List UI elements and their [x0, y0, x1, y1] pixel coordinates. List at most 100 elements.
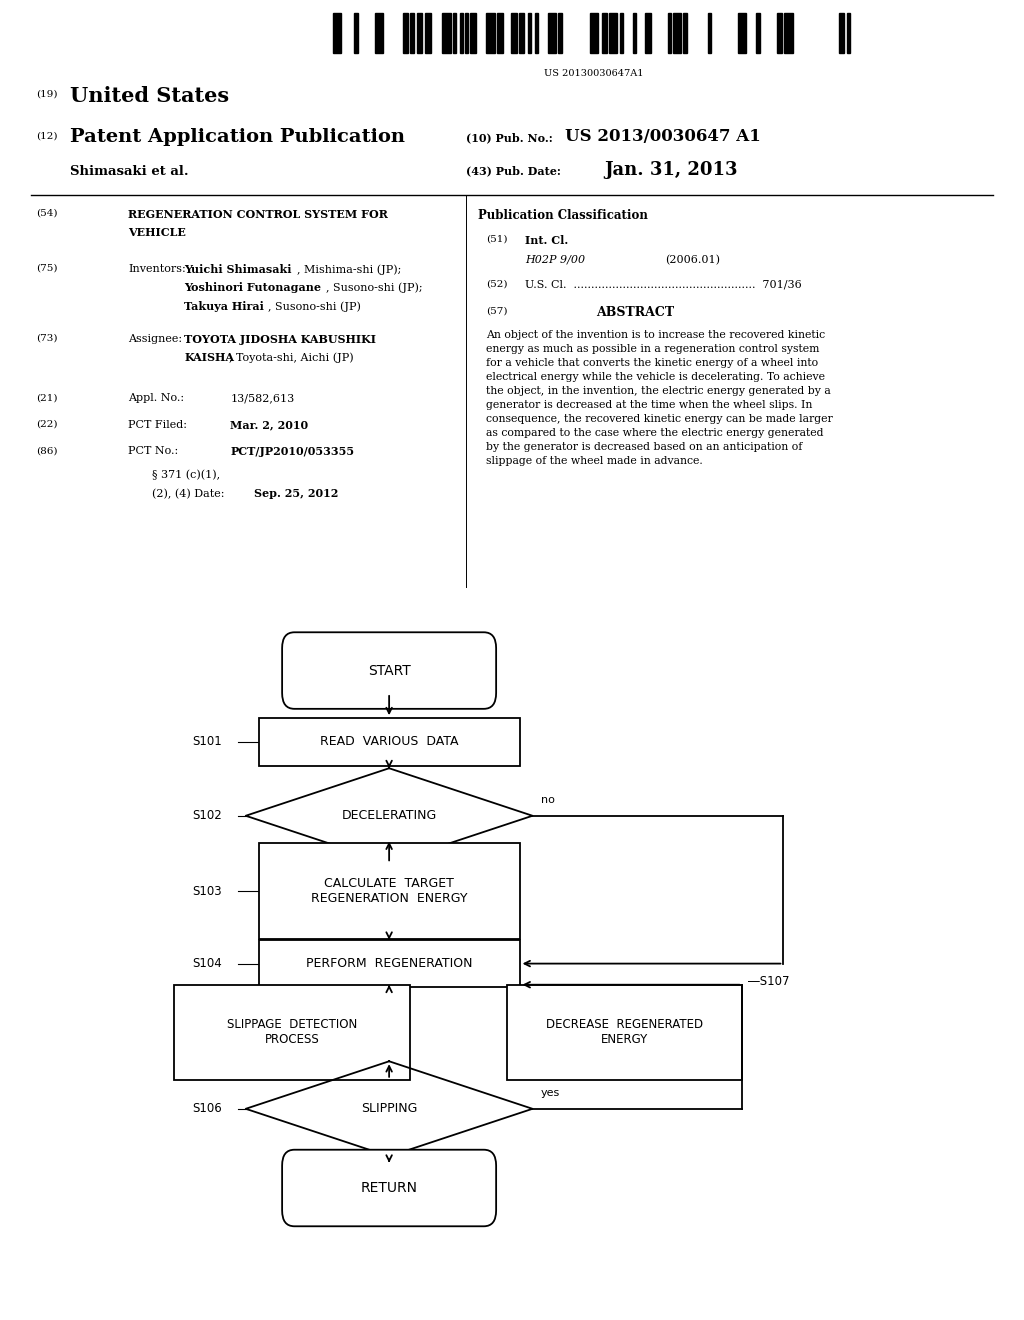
Bar [333, 13, 341, 53]
Text: Takuya Hirai: Takuya Hirai [184, 301, 264, 312]
Bar [519, 13, 524, 53]
Text: (21): (21) [36, 393, 57, 403]
Text: Yoshinori Futonagane: Yoshinori Futonagane [184, 282, 322, 293]
Text: no: no [370, 1164, 384, 1175]
Text: , Toyota-shi, Aichi (JP): , Toyota-shi, Aichi (JP) [229, 352, 354, 363]
Text: SLIPPAGE  DETECTION
PROCESS: SLIPPAGE DETECTION PROCESS [226, 1018, 357, 1047]
Bar [847, 13, 850, 53]
Text: (22): (22) [36, 420, 57, 429]
Bar [425, 13, 431, 53]
Bar [633, 13, 636, 53]
Bar [535, 13, 538, 53]
Bar [375, 13, 383, 53]
Text: (75): (75) [36, 264, 57, 273]
Text: SLIPPING: SLIPPING [360, 1102, 418, 1115]
Text: (19): (19) [36, 90, 57, 99]
Bar [258, 843, 520, 939]
Text: S101: S101 [193, 735, 222, 748]
Bar [602, 13, 607, 53]
Text: , Susono-shi (JP): , Susono-shi (JP) [268, 301, 361, 312]
Bar [548, 13, 556, 53]
Text: CALCULATE  TARGET
REGENERATION  ENERGY: CALCULATE TARGET REGENERATION ENERGY [311, 876, 467, 906]
Text: DECELERATING: DECELERATING [341, 809, 437, 822]
Text: S106: S106 [193, 1102, 222, 1115]
Text: US 2013/0030647 A1: US 2013/0030647 A1 [565, 128, 761, 145]
Bar [470, 13, 476, 53]
Text: (10) Pub. No.:: (10) Pub. No.: [466, 132, 553, 143]
Bar [738, 13, 746, 53]
Text: , Susono-shi (JP);: , Susono-shi (JP); [326, 282, 422, 293]
Text: yes: yes [541, 1088, 560, 1098]
Text: S104: S104 [193, 957, 222, 970]
Text: PCT Filed:: PCT Filed: [128, 420, 187, 430]
Bar [417, 13, 422, 53]
Bar [511, 13, 517, 53]
Bar [442, 13, 451, 53]
Text: PCT/JP2010/053355: PCT/JP2010/053355 [230, 446, 354, 457]
Text: KAISHA: KAISHA [184, 352, 234, 363]
Bar [668, 13, 671, 53]
Text: VEHICLE: VEHICLE [128, 227, 186, 238]
Text: Inventors:: Inventors: [128, 264, 185, 275]
Text: REGENERATION CONTROL SYSTEM FOR: REGENERATION CONTROL SYSTEM FOR [128, 209, 388, 219]
FancyBboxPatch shape [282, 1150, 496, 1226]
Text: PERFORM  REGENERATION: PERFORM REGENERATION [306, 957, 472, 970]
Polygon shape [246, 1061, 532, 1156]
Bar [683, 13, 687, 53]
Text: United States: United States [70, 86, 228, 106]
Text: ―S107: ―S107 [748, 975, 790, 989]
Text: (2), (4) Date:: (2), (4) Date: [152, 488, 224, 499]
Text: yes: yes [397, 874, 417, 884]
Text: Assignee:: Assignee: [128, 334, 182, 345]
Text: READ  VARIOUS  DATA: READ VARIOUS DATA [319, 735, 459, 748]
Bar [609, 13, 617, 53]
Bar [756, 13, 760, 53]
Bar [620, 13, 623, 53]
Bar [497, 13, 503, 53]
Text: Patent Application Publication: Patent Application Publication [70, 128, 404, 147]
Text: S102: S102 [193, 809, 222, 822]
Text: no: no [541, 795, 555, 805]
Bar [465, 13, 468, 53]
Text: An object of the invention is to increase the recovered kinetic
energy as much a: An object of the invention is to increas… [486, 330, 834, 466]
Bar [258, 718, 520, 766]
Text: Shimasaki et al.: Shimasaki et al. [70, 165, 188, 178]
Bar [258, 940, 520, 987]
Bar [486, 13, 495, 53]
Bar [410, 13, 414, 53]
Bar [453, 13, 456, 53]
Bar [460, 13, 463, 53]
FancyBboxPatch shape [282, 632, 496, 709]
Text: U.S. Cl.  ....................................................  701/36: U.S. Cl. ...............................… [525, 280, 802, 290]
Bar [174, 985, 410, 1080]
Text: Yuichi Shimasaki: Yuichi Shimasaki [184, 264, 292, 275]
Text: (57): (57) [486, 306, 508, 315]
Text: TOYOTA JIDOSHA KABUSHIKI: TOYOTA JIDOSHA KABUSHIKI [184, 334, 377, 345]
Text: § 371 (c)(1),: § 371 (c)(1), [152, 470, 220, 480]
Bar [645, 13, 651, 53]
Bar [558, 13, 562, 53]
Bar [839, 13, 844, 53]
Bar [784, 13, 793, 53]
Text: Mar. 2, 2010: Mar. 2, 2010 [230, 420, 308, 430]
Text: S105: S105 [193, 1026, 221, 1039]
Text: (43) Pub. Date:: (43) Pub. Date: [466, 165, 561, 176]
Text: (12): (12) [36, 132, 57, 141]
Bar [528, 13, 531, 53]
Bar [590, 13, 598, 53]
Text: (2006.01): (2006.01) [666, 255, 721, 265]
Text: S103: S103 [193, 884, 221, 898]
Text: (73): (73) [36, 334, 57, 343]
Text: DECREASE  REGENERATED
ENERGY: DECREASE REGENERATED ENERGY [546, 1018, 703, 1047]
Text: , Mishima-shi (JP);: , Mishima-shi (JP); [297, 264, 401, 275]
Text: Sep. 25, 2012: Sep. 25, 2012 [254, 488, 338, 499]
Text: (54): (54) [36, 209, 57, 218]
Bar [403, 13, 408, 53]
Text: 13/582,613: 13/582,613 [230, 393, 295, 404]
Text: (52): (52) [486, 280, 508, 289]
Text: Int. Cl.: Int. Cl. [525, 235, 568, 246]
Text: RETURN: RETURN [360, 1181, 418, 1195]
Bar [708, 13, 711, 53]
Text: US 20130030647A1: US 20130030647A1 [544, 69, 644, 78]
Bar [354, 13, 358, 53]
